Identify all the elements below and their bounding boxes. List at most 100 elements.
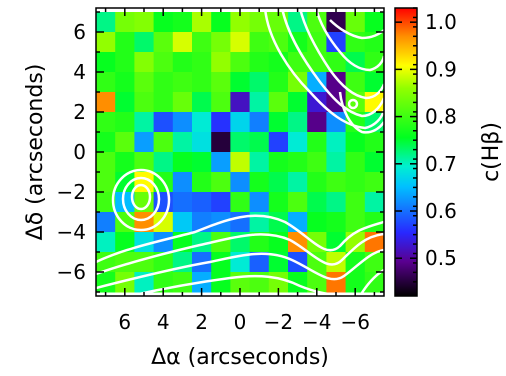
heatmap-cell [326,192,347,213]
heatmap-cell [192,12,212,33]
heatmap-cell [134,72,155,93]
heatmap-cell [211,12,231,33]
colorbar-tick-label: 0.5 [425,246,457,270]
contour-line [338,91,384,134]
colorbar-tick-label: 0.9 [425,57,457,81]
colorbar-tick-label: 1.0 [425,10,457,34]
heatmap-cell [230,132,251,153]
heatmap-cell [172,132,193,153]
heatmap-cell [288,152,308,173]
heatmap-cell [153,12,174,33]
heatmap-cell [230,172,251,193]
heatmap-cell [115,132,135,153]
heatmap-cell [364,132,385,153]
heatmap-cell [268,152,289,173]
heatmap-cell [192,132,212,153]
heatmap-cell [230,192,251,213]
x-tick-label: −2 [264,310,293,334]
contour-line [298,8,384,100]
heatmap-cell [172,92,193,113]
heatmap-cell [96,272,116,293]
heatmap-cell [134,32,155,53]
heatmap-cell [192,232,212,253]
heatmap-cell [268,132,289,153]
heatmap-cell [249,92,270,113]
heatmap-cell [115,92,135,113]
heatmap-cell [172,32,193,53]
heatmap-cell [230,52,251,73]
heatmap-cell [134,92,155,113]
heatmap-cell [211,272,231,293]
heatmap-cell [230,72,251,93]
heatmap-cell [115,12,135,33]
y-axis-ticks: 6 4 2 0 −2 −4 −6 [57,11,384,293]
heatmap-cell [249,252,270,273]
heatmap-cell [307,192,327,213]
heatmap-cell [96,72,116,93]
heatmap-cell [172,272,193,293]
heatmap-cell [172,52,193,73]
heatmap-cell [153,132,174,153]
heatmap-cell [211,252,231,273]
heatmap-cell [307,212,327,233]
y-tick-label: 0 [73,140,86,164]
heatmap-cell [153,92,174,113]
heatmap-cell [307,172,327,193]
heatmap-cell [230,152,251,173]
colorbar-label: c(Hβ) [479,122,504,182]
heatmap-cell [192,52,212,73]
heatmap-cell [96,32,116,53]
heatmap-cell [115,192,135,213]
y-tick-label: −2 [57,180,86,204]
heatmap-cell [172,172,193,193]
heatmap-cell [153,232,174,253]
colorbar [395,8,417,296]
heatmap-cell [326,212,347,233]
heatmap-cell [96,152,116,173]
heatmap-cell [288,112,308,133]
heatmap-cell [172,72,193,93]
heatmap-cell [153,152,174,173]
heatmap-cell [192,192,212,213]
x-tick-label: −4 [302,310,331,334]
heatmap-cell [211,32,231,53]
y-tick-label: 6 [73,20,86,44]
heatmap-cell [268,112,289,133]
heatmap-cell [211,52,231,73]
contour-lines [96,8,384,296]
heatmap-cell [134,132,155,153]
heatmap-cell [364,172,385,193]
heatmap-cell [134,12,155,33]
heatmap-cell [96,232,116,253]
heatmap-cell [364,52,385,73]
heatmap-cell [172,212,193,233]
heatmap-cell [96,52,116,73]
heatmap-cell [288,92,308,113]
heatmap-cell [192,112,212,133]
heatmap-cell [326,172,347,193]
heatmap-cell [364,252,385,273]
heatmap-cell [249,112,270,133]
colorbar-tick-label: 0.7 [425,152,457,176]
heatmap-cell [249,172,270,193]
y-tick-label: −4 [57,220,86,244]
heatmap-cell [134,152,155,173]
contour-ellipse [347,98,359,110]
heatmap-cell [172,12,193,33]
heatmap-cell [153,72,174,93]
contour-ellipse [130,183,152,211]
heatmap-cell [96,112,116,133]
heatmap-cell [345,12,366,33]
heatmap-cell [326,72,347,93]
heatmap-cell [249,72,270,93]
heatmap-cell [249,52,270,73]
contour-line [280,8,384,118]
heatmap-cell [211,72,231,93]
heatmap-cell [192,72,212,93]
heatmap-cell [172,112,193,133]
heatmap-cell [153,32,174,53]
heatmap-cell [249,12,270,33]
heatmap-cell [172,152,193,173]
heatmap-cell [153,252,174,273]
